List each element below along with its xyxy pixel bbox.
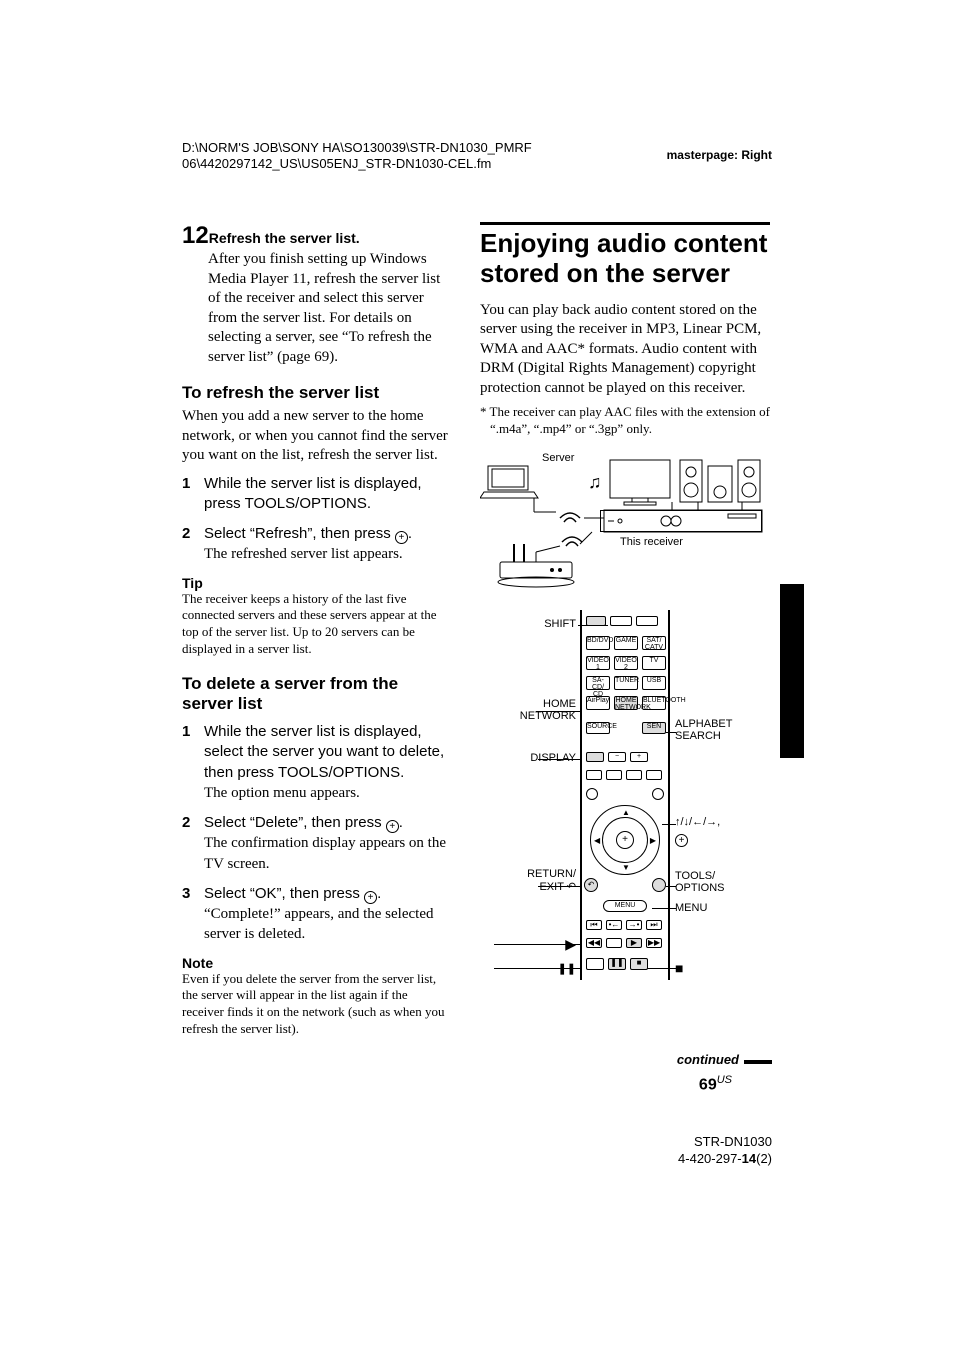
label-alphabet-search: ALPHABET SEARCH — [675, 718, 732, 742]
btn-video2: VIDEO 2 — [614, 656, 638, 670]
btn-game: GAME — [614, 636, 638, 650]
model-info: STR-DN1030 4-420-297-14(2) — [678, 1134, 772, 1168]
btn-sat-catv: SAT/ CATV — [642, 636, 666, 650]
enter-icon: + — [364, 891, 377, 904]
label-display: DISPLAY — [480, 752, 576, 764]
label-menu: MENU — [675, 902, 707, 914]
btn-video1: VIDEO 1 — [586, 656, 610, 670]
label-plus-circle: + — [675, 832, 688, 847]
btn-sacd: SA-CD/ CD — [586, 676, 610, 690]
delete-step-1: 1While the server list is displayed, sel… — [182, 722, 452, 803]
label-home-network: HOME NETWORK — [480, 698, 576, 722]
btn-menu: MENU — [603, 900, 647, 912]
tip-heading: Tip — [182, 575, 452, 591]
network-diagram: ♫ — [480, 452, 770, 592]
title-rule — [480, 222, 770, 225]
continued-label: continued — [677, 1052, 739, 1067]
continued-bar — [744, 1060, 772, 1064]
receiver-label: This receiver — [620, 536, 683, 548]
enter-icon: + — [386, 820, 399, 833]
refresh-step-2: 2Select “Refresh”, then press +.The refr… — [182, 524, 452, 565]
footnote: * The receiver can play AAC files with t… — [480, 404, 770, 438]
enter-button: + — [616, 831, 634, 849]
btn-bd-dvd: BD/DVD — [586, 636, 610, 650]
btn-return: ↶ — [584, 878, 598, 892]
btn-stop: ■ — [630, 958, 648, 970]
nav-wheel: + ▲ ▼ ◀ ▶ — [590, 805, 660, 875]
tip-body: The receiver keeps a history of the last… — [182, 591, 452, 659]
header-path-2: 06\4420297142_US\US05ENJ_STR-DN1030-CEL.… — [182, 156, 491, 171]
server-label: Server — [542, 452, 574, 464]
btn-usb: USB — [642, 676, 666, 690]
page-number: 69US — [699, 1074, 732, 1094]
delete-steps: 1While the server list is displayed, sel… — [182, 722, 452, 945]
btn-play: ▶ — [626, 938, 642, 948]
step-12-body: After you finish setting up Windows Medi… — [208, 250, 452, 367]
step-12-heading: Refresh the server list. — [209, 230, 360, 246]
label-stop: ■ — [675, 960, 683, 976]
btn-bluetooth: BLUETOOTH — [642, 696, 666, 710]
left-column: 12Refresh the server list. After you fin… — [182, 222, 452, 1038]
label-return-exit: RETURN/ EXIT ↶ — [480, 868, 576, 893]
label-shift: SHIFT — [480, 618, 576, 630]
delete-step-2: 2Select “Delete”, then press +.The confi… — [182, 813, 452, 874]
section-tab-label: Using Network Features — [783, 594, 798, 743]
svg-text:♫: ♫ — [588, 472, 602, 492]
btn-home-network: HOME NETWORK — [614, 696, 638, 710]
btn-airplay: AirPlay — [586, 696, 610, 710]
section-title: Enjoying audio content stored on the ser… — [480, 229, 770, 289]
btn-display — [586, 752, 604, 762]
label-arrows: ↑/↓/←/→, — [675, 816, 720, 828]
remote-diagram: SHIFT HOME NETWORK DISPLAY RETURN/ EXIT … — [480, 610, 770, 990]
header-path: D:\NORM'S JOB\SONY HA\SO130039\STR-DN103… — [182, 140, 532, 173]
note-body: Even if you delete the server from the s… — [182, 971, 452, 1039]
btn-pause: ❚❚ — [608, 958, 626, 970]
refresh-body: When you add a new server to the home ne… — [182, 407, 452, 466]
step-12: 12Refresh the server list. After you fin… — [182, 222, 452, 367]
enter-icon: + — [675, 834, 688, 847]
masterpage-label: masterpage: Right — [667, 148, 772, 162]
btn-tools — [652, 878, 666, 892]
delete-heading: To delete a server from the server list — [182, 674, 452, 714]
enter-icon: + — [395, 531, 408, 544]
btn-shift — [586, 616, 606, 626]
delete-step-3: 3Select “OK”, then press +.“Complete!” a… — [182, 884, 452, 945]
refresh-steps: 1While the server list is displayed, pre… — [182, 474, 452, 565]
right-column: Enjoying audio content stored on the ser… — [480, 222, 770, 990]
label-tools-options: TOOLS/ OPTIONS — [675, 870, 725, 894]
btn-tuner: TUNER — [614, 676, 638, 690]
step-12-number: 12 — [182, 222, 209, 249]
btn-tv: TV — [642, 656, 666, 670]
section-body: You can play back audio content stored o… — [480, 301, 770, 399]
refresh-heading: To refresh the server list — [182, 383, 452, 403]
note-heading: Note — [182, 955, 452, 971]
refresh-step-1: 1While the server list is displayed, pre… — [182, 474, 452, 515]
btn-sen: SEN — [642, 722, 666, 734]
btn-source: SOURCE — [586, 722, 610, 734]
header-path-1: D:\NORM'S JOB\SONY HA\SO130039\STR-DN103… — [182, 140, 532, 155]
